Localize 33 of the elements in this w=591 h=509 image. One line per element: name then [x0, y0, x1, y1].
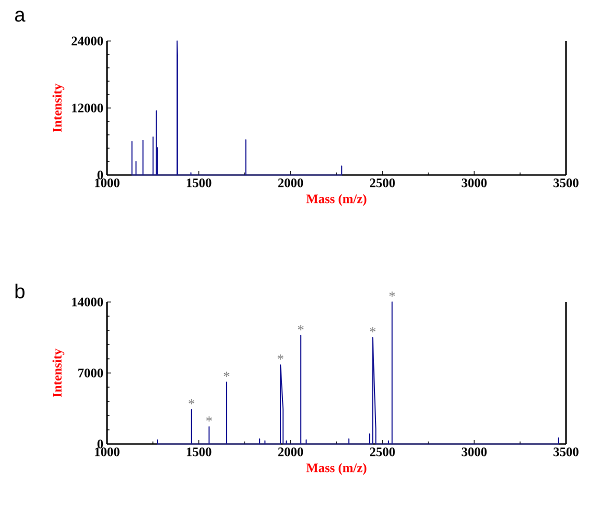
x-tick-label: 1500: [186, 178, 212, 188]
x-tick-label: 1500: [186, 448, 212, 456]
x-tick-label: 1000: [95, 178, 120, 188]
y-tick-label: 0: [98, 440, 103, 448]
x-tick-label: 2500: [370, 448, 395, 456]
chart-title: a: [15, 10, 26, 22]
y-tick-label: 14000: [72, 298, 103, 306]
x-tick-label: 3500: [554, 178, 578, 188]
x-tick-label: 2500: [370, 178, 395, 188]
annotation: *: [298, 325, 304, 330]
annotation: *: [206, 416, 212, 422]
annotation: *: [188, 399, 194, 404]
y-axis-title: Intensity: [52, 84, 64, 132]
x-tick-label: 3000: [462, 448, 487, 456]
y-axis-title: Intensity: [52, 348, 64, 398]
x-tick-label: 2000: [278, 448, 304, 456]
chart-title: b: [16, 284, 24, 298]
annotation: *: [224, 372, 230, 377]
y-tick-label: 0: [98, 170, 103, 180]
y-tick-label: 12000: [72, 104, 103, 112]
annotation: *: [370, 327, 376, 332]
x-axis-title: Mass (m/z): [306, 463, 366, 475]
line-series: [131, 40, 342, 176]
x-axis-title: Mass (m/z): [306, 194, 366, 206]
line-series: [156, 301, 560, 445]
x-tick-label: 3000: [462, 178, 487, 188]
annotation: *: [278, 354, 284, 360]
x-tick-label: 1000: [95, 448, 120, 456]
y-tick-label: 24000: [72, 36, 103, 46]
x-tick-label: 3500: [554, 448, 578, 456]
annotation: *: [389, 292, 395, 297]
x-tick-label: 2000: [278, 178, 304, 188]
y-tick-label: 7000: [78, 368, 103, 378]
